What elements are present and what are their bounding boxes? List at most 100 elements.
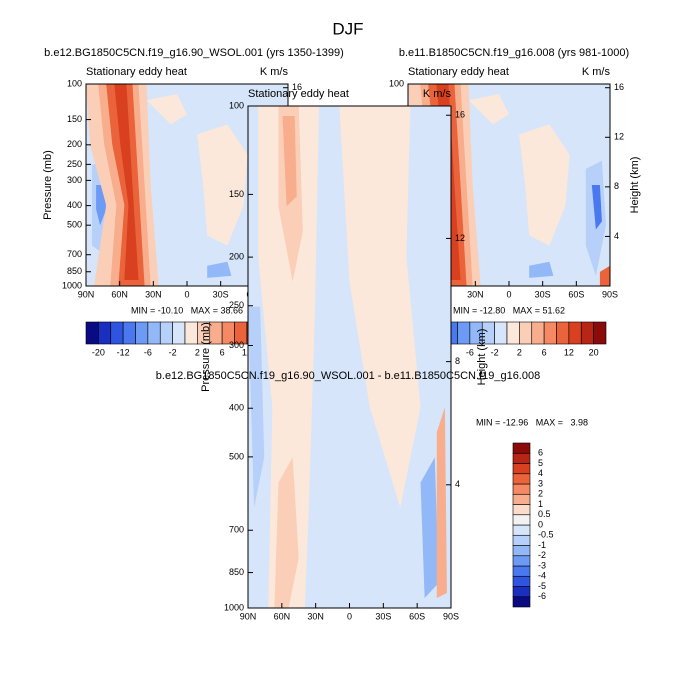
contour-field (86, 84, 288, 286)
panel-title: b.e11.B1850C5CN.f19_g16.008 (yrs 981-100… (399, 47, 629, 59)
y-tick-label: 200 (229, 251, 244, 261)
colorbar-box (512, 483, 531, 495)
contour-fill (468, 94, 509, 125)
colorbar-label: 2 (538, 489, 543, 499)
contour-fill (529, 261, 554, 278)
colorbar-box (512, 555, 531, 567)
y2-tick-label: 8 (455, 356, 460, 366)
colorbar-box (512, 452, 531, 464)
colorbar-label: 3 (538, 478, 543, 488)
contour-fill (207, 261, 232, 278)
y-tick-label: 700 (229, 525, 244, 535)
y-tick-label: 300 (67, 175, 82, 185)
colorbar-label: 0.5 (538, 509, 551, 519)
colorbar-label: -1 (538, 540, 546, 550)
x-tick-label: 90N (78, 289, 95, 299)
colorbar-box (494, 321, 508, 345)
colorbar-box (531, 321, 545, 345)
annotation: MIN = -12.96 MAX = 3.98 (476, 417, 588, 427)
y2-tick-label: 16 (614, 82, 624, 92)
x-tick-label: 0 (347, 611, 352, 621)
y-axis-label: Pressure (mb) (42, 150, 54, 220)
figure-title: DJF (332, 19, 363, 38)
colorbar-box (172, 321, 186, 345)
y-tick-label: 100 (67, 78, 82, 88)
y2-tick-label: 12 (455, 233, 465, 243)
x-tick-label: 30S (375, 611, 391, 621)
x-tick-label: 60N (111, 289, 128, 299)
y-tick-label: 150 (67, 114, 82, 124)
colorbar-box (512, 463, 531, 475)
contour-fill (146, 94, 187, 125)
y2-axis-label: Height (km) (629, 157, 641, 214)
colorbar-box (85, 321, 99, 345)
contour-fill (436, 407, 447, 598)
colorbar-label: 5 (538, 458, 543, 468)
colorbar-label: 2 (517, 347, 522, 357)
right-label: K m/s (423, 88, 452, 100)
x-tick-label: 60S (568, 289, 584, 299)
colorbar-box (580, 321, 594, 345)
x-tick-label: 60S (409, 611, 425, 621)
y-tick-label: 850 (229, 567, 244, 577)
y-tick-label: 300 (229, 340, 244, 350)
colorbar-box (512, 473, 531, 485)
colorbar-box (512, 493, 531, 505)
colorbar-box (122, 321, 136, 345)
y-tick-label: 100 (389, 78, 404, 88)
colorbar-label: 12 (242, 347, 252, 357)
y-tick-label: 1000 (62, 280, 82, 290)
y2-tick-label: 8 (614, 181, 619, 191)
colorbar-label: -12 (117, 347, 130, 357)
contour-fill (274, 457, 299, 608)
colorbar-box (512, 442, 531, 454)
contour-fill (591, 185, 602, 230)
colorbar-label: -6 (144, 347, 152, 357)
colorbar-box (519, 321, 533, 345)
colorbar-box (512, 586, 531, 598)
colorbar-box (512, 596, 531, 608)
x-tick-label: 30N (307, 611, 324, 621)
colorbar-label: 12 (564, 347, 574, 357)
colorbar-label: -2 (538, 550, 546, 560)
colorbar-label: 1 (538, 499, 543, 509)
colorbar-box (184, 321, 198, 345)
y-tick-label: 850 (67, 266, 82, 276)
x-tick-label: 0 (506, 289, 511, 299)
colorbar-label: -20 (92, 347, 105, 357)
colorbar-label: -2 (169, 347, 177, 357)
colorbar-box (512, 524, 531, 536)
contour-fill (519, 124, 570, 246)
annotation: MIN = -10.10 MAX = 38.66 (131, 305, 243, 315)
colorbar-box (512, 504, 531, 516)
colorbar-box (457, 321, 471, 345)
y-tick-label: 400 (229, 403, 244, 413)
x-tick-label: 0 (184, 289, 189, 299)
colorbar-box (506, 321, 520, 345)
colorbar-box (98, 321, 112, 345)
y-tick-label: 200 (67, 139, 82, 149)
contour-fill (248, 306, 265, 508)
contour-fill (420, 457, 439, 598)
y-tick-label: 250 (67, 159, 82, 169)
colorbar-label: 6 (538, 448, 543, 458)
colorbar-box (512, 565, 531, 577)
y2-tick-label: 16 (455, 110, 465, 120)
colorbar-box (512, 545, 531, 557)
colorbar-box (512, 514, 531, 526)
y-tick-label: 100 (229, 100, 244, 110)
y-tick-label: 700 (67, 249, 82, 259)
contour-fill (599, 265, 610, 286)
annotation: MIN = -12.80 MAX = 51.62 (453, 305, 565, 315)
y-axis-label: Pressure (mb) (200, 322, 212, 392)
x-tick-label: 30S (213, 289, 229, 299)
y-tick-label: 500 (229, 451, 244, 461)
colorbar-box (512, 534, 531, 546)
colorbar-label: 6 (220, 347, 225, 357)
colorbar-box (556, 321, 570, 345)
contour-fill (258, 106, 320, 608)
panel: b.e12.BG1850C5CN.f19_g16.90_WSOL.001 - b… (156, 88, 588, 621)
contour-fill (339, 106, 421, 508)
contour-fill (197, 124, 248, 246)
colorbar-label: 2 (195, 347, 200, 357)
